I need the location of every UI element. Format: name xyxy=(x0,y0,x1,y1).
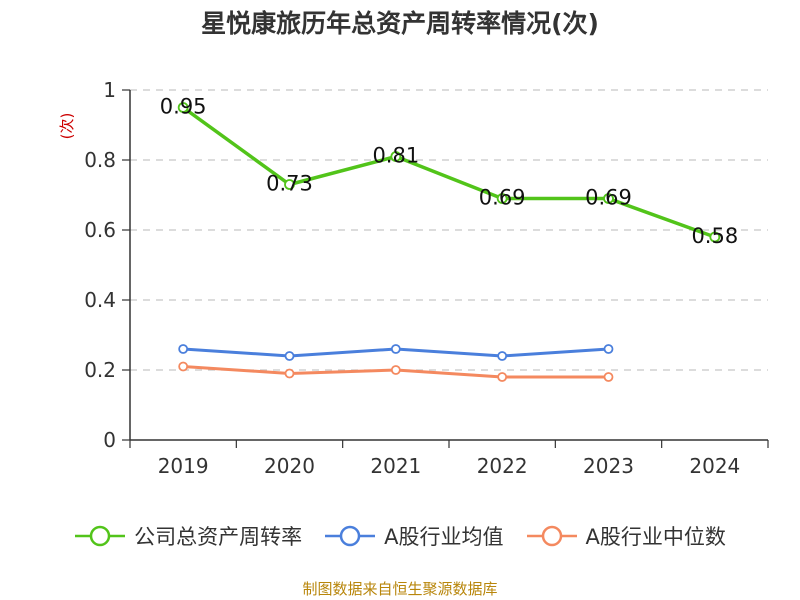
data-label: 0.58 xyxy=(691,224,738,248)
legend-swatch-icon xyxy=(526,525,577,547)
data-point xyxy=(178,344,189,354)
x-tick-label: 2021 xyxy=(370,454,421,478)
chart-title: 星悦康旅历年总资产周转率情况(次) xyxy=(201,9,599,38)
legend-label: A股行业均值 xyxy=(384,525,504,549)
data-point xyxy=(390,344,401,354)
series-line xyxy=(182,106,716,239)
data-point xyxy=(603,372,614,382)
y-tick-label: 1 xyxy=(103,78,116,102)
legend-label: A股行业中位数 xyxy=(585,525,726,549)
data-point xyxy=(284,179,295,190)
x-tick-label: 2022 xyxy=(477,454,528,478)
data-point xyxy=(603,193,614,204)
x-tick-label: 2020 xyxy=(264,454,315,478)
data-point xyxy=(177,102,189,113)
data-point xyxy=(390,151,402,162)
source-note: 制图数据来自恒生聚源数据库 xyxy=(302,580,498,598)
data-point xyxy=(603,344,614,354)
legend: 公司总资产周转率 A股行业均值 A股行业中位数 xyxy=(0,518,800,554)
x-tick-label: 2019 xyxy=(158,454,209,478)
legend-label: 公司总资产周转率 xyxy=(134,525,303,549)
legend-marker xyxy=(339,525,361,547)
data-point xyxy=(497,372,508,382)
data-point xyxy=(390,365,401,375)
legend-item[interactable]: 公司总资产周转率 xyxy=(74,521,302,551)
y-tick-label: 0.2 xyxy=(84,358,116,382)
legend-item[interactable]: A股行业中位数 xyxy=(526,521,726,551)
y-axis-label: (次) xyxy=(58,113,76,140)
data-label: 0.95 xyxy=(160,95,207,119)
legend-marker xyxy=(89,525,111,547)
data-point xyxy=(709,231,721,243)
data-label: 0.69 xyxy=(585,186,632,210)
data-point xyxy=(497,351,508,361)
data-point xyxy=(178,361,189,372)
legend-item[interactable]: A股行业均值 xyxy=(324,521,504,551)
data-point xyxy=(284,368,295,379)
x-tick-label: 2023 xyxy=(583,454,634,478)
x-tick-label: 2024 xyxy=(689,454,740,478)
data-label: 0.81 xyxy=(372,144,419,168)
data-label: 0.69 xyxy=(479,186,526,210)
legend-swatch-icon xyxy=(325,525,376,547)
y-tick-label: 0.4 xyxy=(84,288,116,312)
data-label: 0.73 xyxy=(266,172,313,196)
y-tick-label: 0.6 xyxy=(84,218,116,242)
legend-swatch-icon xyxy=(75,525,126,547)
data-point xyxy=(284,351,295,361)
y-tick-label: 0 xyxy=(103,428,116,452)
y-tick-label: 0.8 xyxy=(84,148,116,172)
data-point xyxy=(496,193,508,204)
legend-marker xyxy=(541,525,562,547)
